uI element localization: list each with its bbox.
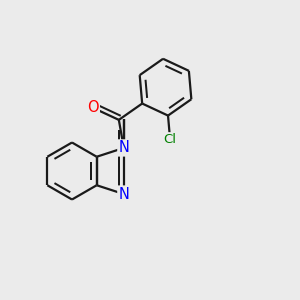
Text: Cl: Cl bbox=[164, 133, 177, 146]
Text: O: O bbox=[87, 100, 99, 115]
Text: N: N bbox=[118, 140, 129, 155]
Text: N: N bbox=[118, 187, 129, 202]
